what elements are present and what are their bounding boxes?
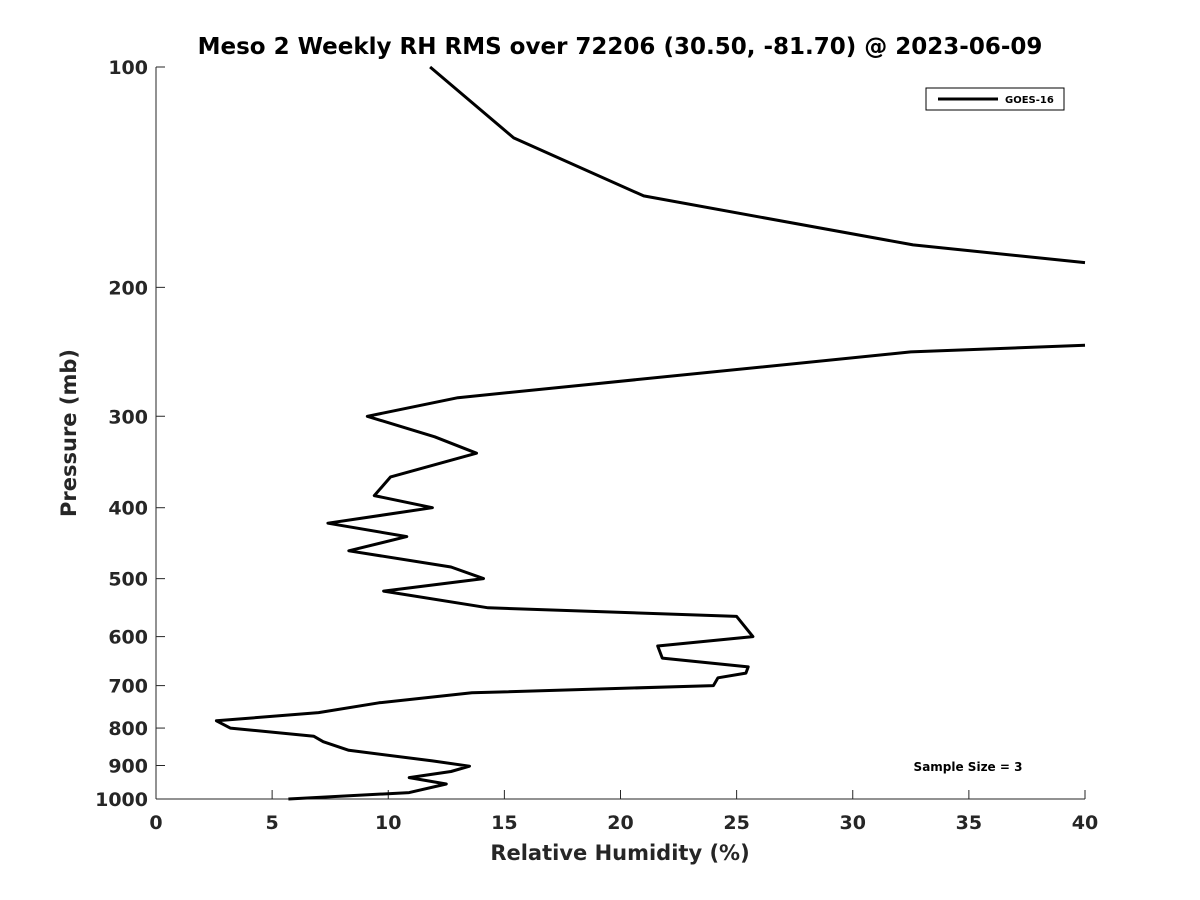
y-tick-label: 100 bbox=[108, 57, 148, 79]
x-tick-label: 0 bbox=[149, 812, 162, 834]
y-axis-ticks: 100 200 300 400 500 600 700 800 900 1000 bbox=[95, 57, 165, 811]
y-tick-label: 200 bbox=[108, 277, 148, 299]
y-tick-label: 1000 bbox=[95, 789, 148, 811]
y-tick-label: 900 bbox=[108, 756, 148, 778]
legend: GOES-16 bbox=[925, 87, 1065, 111]
x-tick-label: 5 bbox=[266, 812, 279, 834]
y-tick-label: 700 bbox=[108, 676, 148, 698]
chart-title: Meso 2 Weekly RH RMS over 72206 (30.50, … bbox=[198, 34, 1043, 60]
series-line-goes-16-segment-1 bbox=[429, 65, 1086, 265]
y-tick-label: 500 bbox=[108, 569, 148, 591]
series-layer bbox=[214, 65, 1086, 801]
x-axis-label: Relative Humidity (%) bbox=[490, 841, 749, 865]
x-tick-label: 10 bbox=[375, 812, 401, 834]
y-tick-label: 300 bbox=[108, 406, 148, 428]
x-tick-label: 25 bbox=[723, 812, 749, 834]
x-axis-ticks: 0 5 10 15 20 25 30 35 40 bbox=[149, 790, 1098, 834]
legend-label-goes-16: GOES-16 bbox=[1005, 95, 1054, 106]
x-tick-label: 15 bbox=[491, 812, 517, 834]
x-tick-label: 35 bbox=[956, 812, 982, 834]
sample-size-annotation: Sample Size = 3 bbox=[914, 760, 1023, 774]
x-tick-label: 20 bbox=[607, 812, 633, 834]
plot-area: 0 5 10 15 20 25 30 35 40 100 200 300 400 500 600 700 80… bbox=[95, 57, 1098, 834]
y-tick-label: 400 bbox=[108, 498, 148, 520]
y-axis-label: Pressure (mb) bbox=[57, 349, 81, 517]
x-tick-label: 40 bbox=[1072, 812, 1098, 834]
y-tick-label: 800 bbox=[108, 718, 148, 740]
series-line-goes-16-segment-2 bbox=[214, 343, 1086, 801]
x-tick-label: 30 bbox=[840, 812, 866, 834]
y-tick-label: 600 bbox=[108, 627, 148, 649]
